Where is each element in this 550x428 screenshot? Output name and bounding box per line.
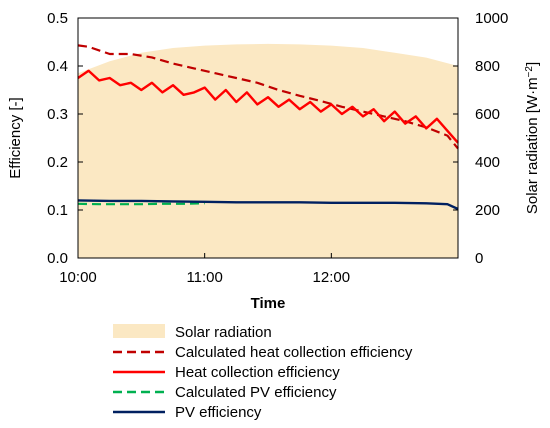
series-pv-efficiency-line <box>77 199 459 211</box>
legend: Solar radiation Calculated heat collectio… <box>113 324 413 421</box>
y-axis-title-right-close: ] <box>524 62 541 66</box>
legend-label: Calculated PV efficiency <box>175 384 337 401</box>
y-axis-title-right-main: Solar radiation [W·m <box>524 77 541 214</box>
y-axis-title-right: Solar radiation [W·m−2] <box>524 62 542 214</box>
series-solar-radiation-area <box>78 43 458 259</box>
legend-item: Solar radiation <box>113 324 272 341</box>
y-left-tick-label: 0.1 <box>47 202 68 219</box>
legend-item: Heat collection efficiency <box>113 364 340 381</box>
legend-label: Heat collection efficiency <box>175 364 340 381</box>
x-tick-label: 10:00 <box>59 269 97 286</box>
y-right-tick-label: 600 <box>475 106 500 123</box>
x-tick-label: 12:00 <box>313 269 351 286</box>
legend-label: Calculated heat collection efficiency <box>175 344 413 361</box>
x-axis-title: Time <box>251 295 286 312</box>
legend-item: Calculated PV efficiency <box>113 384 337 401</box>
y-right-tick-label: 1000 <box>475 10 508 27</box>
y-axis-title-right-exponent: −2 <box>524 66 535 78</box>
legend-item: PV efficiency <box>113 404 262 421</box>
legend-item: Calculated heat collection efficiency <box>113 344 413 361</box>
y-right-tick-label: 0 <box>475 250 483 267</box>
plot-frame <box>77 17 459 259</box>
y-right-tick-label: 800 <box>475 58 500 75</box>
legend-label: Solar radiation <box>175 324 272 341</box>
y-left-tick-label: 0.2 <box>47 154 68 171</box>
series-calculated-heat-collection-efficiency-line <box>77 44 459 150</box>
x-tick-label: 11:00 <box>186 269 222 286</box>
y-right-tick-label: 400 <box>475 154 500 171</box>
series-heat-collection-efficiency-line <box>77 69 459 144</box>
y-right-tick-label: 200 <box>475 202 500 219</box>
legend-label: PV efficiency <box>175 404 262 421</box>
y-left-tick-label: 0.3 <box>47 106 68 123</box>
series-calculated-pv-efficiency-line <box>77 202 205 206</box>
legend-swatch-area <box>113 324 165 338</box>
y-left-tick-label: 0.0 <box>47 250 68 267</box>
y-left-tick-label: 0.4 <box>47 58 68 75</box>
y-axis-title-left: Efficiency [-] <box>7 97 24 178</box>
y-left-tick-label: 0.5 <box>47 10 68 27</box>
